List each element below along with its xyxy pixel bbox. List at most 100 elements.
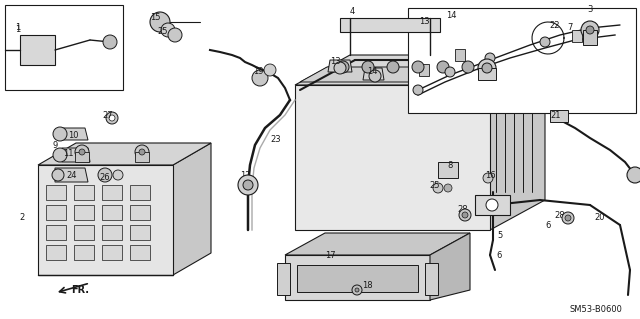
Circle shape — [369, 70, 381, 82]
Bar — [46, 205, 66, 220]
Text: 6: 6 — [545, 220, 550, 229]
Circle shape — [243, 180, 253, 190]
Text: 11: 11 — [63, 149, 73, 158]
Circle shape — [387, 61, 399, 73]
Text: 23: 23 — [271, 136, 282, 145]
Text: 19: 19 — [253, 68, 263, 77]
Circle shape — [161, 23, 175, 37]
Bar — [102, 205, 122, 220]
Circle shape — [362, 61, 374, 73]
Circle shape — [109, 115, 115, 121]
Circle shape — [168, 28, 182, 42]
Circle shape — [565, 215, 571, 221]
Circle shape — [352, 285, 362, 295]
Bar — [74, 185, 94, 200]
Bar — [295, 85, 490, 230]
Circle shape — [150, 12, 170, 32]
Bar — [408, 8, 636, 113]
Polygon shape — [297, 265, 418, 292]
Polygon shape — [295, 55, 545, 85]
Circle shape — [478, 59, 496, 77]
Text: 9: 9 — [52, 140, 58, 150]
Polygon shape — [363, 68, 384, 80]
Polygon shape — [572, 30, 582, 42]
Circle shape — [337, 61, 349, 73]
Polygon shape — [55, 168, 88, 182]
Text: 3: 3 — [588, 5, 593, 14]
Bar — [74, 245, 94, 260]
Bar — [102, 185, 122, 200]
Text: 6: 6 — [496, 250, 502, 259]
Bar — [5, 5, 123, 90]
Text: 20: 20 — [595, 213, 605, 222]
Circle shape — [485, 53, 495, 63]
Bar — [74, 205, 94, 220]
Polygon shape — [419, 64, 429, 76]
Circle shape — [334, 62, 346, 74]
Circle shape — [98, 168, 112, 182]
Bar — [130, 205, 150, 220]
Circle shape — [586, 26, 594, 34]
Circle shape — [75, 145, 89, 159]
Bar — [583, 30, 597, 45]
Bar — [38, 165, 173, 275]
Circle shape — [238, 175, 258, 195]
Text: 27: 27 — [102, 110, 113, 120]
Text: SM53-B0600: SM53-B0600 — [570, 306, 623, 315]
Polygon shape — [550, 110, 568, 122]
Polygon shape — [438, 162, 458, 178]
Bar — [478, 68, 496, 80]
Circle shape — [113, 170, 123, 180]
Text: 13: 13 — [330, 57, 340, 66]
Polygon shape — [20, 35, 55, 65]
Circle shape — [581, 21, 599, 39]
Bar — [130, 185, 150, 200]
Circle shape — [412, 61, 424, 73]
Polygon shape — [300, 67, 512, 82]
Bar — [46, 185, 66, 200]
Text: 12: 12 — [240, 170, 250, 180]
Polygon shape — [60, 128, 88, 140]
Polygon shape — [328, 60, 352, 72]
Text: 21: 21 — [551, 110, 561, 120]
Bar — [102, 245, 122, 260]
Circle shape — [413, 85, 423, 95]
Bar — [135, 152, 149, 162]
Text: 8: 8 — [447, 160, 452, 169]
Polygon shape — [490, 55, 545, 230]
Text: 18: 18 — [362, 280, 372, 290]
Circle shape — [252, 70, 268, 86]
Polygon shape — [475, 195, 510, 215]
Polygon shape — [430, 233, 470, 300]
Circle shape — [486, 199, 498, 211]
Circle shape — [562, 212, 574, 224]
Text: 28: 28 — [555, 211, 565, 219]
Circle shape — [264, 64, 276, 76]
Circle shape — [459, 209, 471, 221]
Text: 15: 15 — [150, 13, 160, 23]
Circle shape — [483, 173, 493, 183]
Circle shape — [135, 145, 149, 159]
Text: 10: 10 — [68, 130, 78, 139]
Polygon shape — [285, 255, 430, 300]
Bar — [130, 225, 150, 240]
Circle shape — [433, 183, 443, 193]
Circle shape — [106, 112, 118, 124]
Circle shape — [103, 35, 117, 49]
Text: 14: 14 — [367, 68, 377, 77]
Circle shape — [79, 149, 85, 155]
Polygon shape — [285, 233, 470, 255]
Text: 14: 14 — [445, 11, 456, 19]
Polygon shape — [38, 143, 211, 165]
Circle shape — [53, 127, 67, 141]
Polygon shape — [277, 263, 290, 295]
Circle shape — [139, 149, 145, 155]
Text: 28: 28 — [458, 205, 468, 214]
Polygon shape — [455, 49, 465, 61]
Bar — [46, 245, 66, 260]
Bar — [130, 245, 150, 260]
Text: 26: 26 — [100, 174, 110, 182]
Text: 1: 1 — [15, 24, 20, 33]
Polygon shape — [62, 148, 90, 162]
Circle shape — [52, 169, 64, 181]
